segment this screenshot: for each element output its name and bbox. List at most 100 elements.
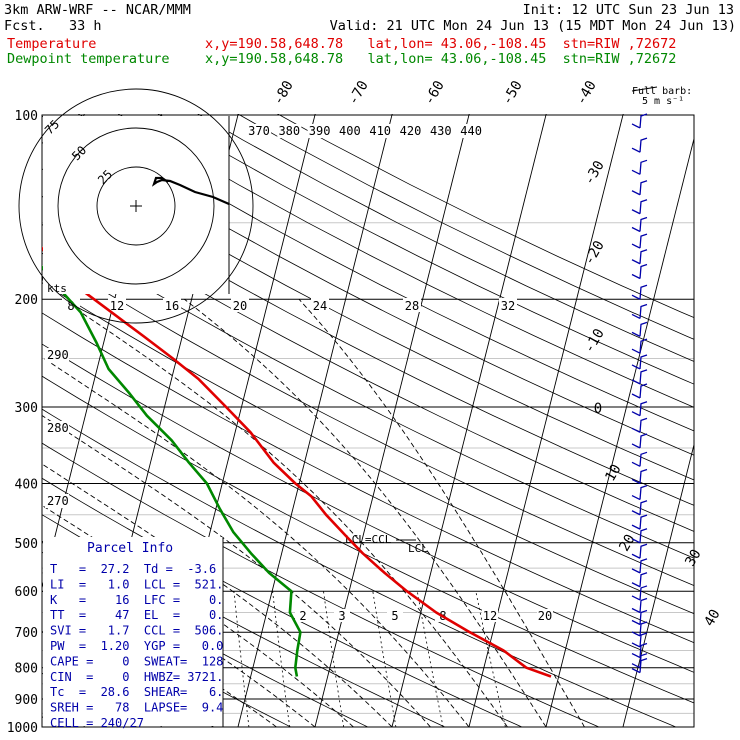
- wind-barb: [631, 597, 648, 614]
- model-title: 3km ARW-WRF -- NCAR/MMM: [4, 2, 191, 18]
- adiabat-label: 290: [47, 348, 69, 362]
- parcel-info-row: LI = 1.0 LCL = 521.: [50, 577, 223, 591]
- adiabat-label: 270: [47, 494, 69, 508]
- inset-tick-bg: [403, 298, 421, 312]
- isotherm-label: -40: [573, 78, 600, 108]
- wind-barb: [631, 321, 648, 337]
- isotherm-label: -70: [345, 78, 372, 108]
- inset-tick-label: 16: [165, 299, 179, 313]
- pressure-tick-label: 300: [15, 401, 38, 416]
- pressure-tick-label: 400: [15, 477, 38, 492]
- parcel-info-row: CIN = 0 HWBZ= 3721.: [50, 670, 223, 684]
- dry-adiabat-line: [42, 590, 292, 727]
- adiabat-label: 280: [47, 421, 69, 435]
- wind-barb: [631, 354, 648, 370]
- forecast-hour: Fcst. 33 h: [4, 18, 102, 34]
- wind-barb: [631, 543, 648, 559]
- wind-barb: [631, 284, 648, 300]
- inset-tick-label: 24: [313, 299, 327, 313]
- dry-adiabat-line: [42, 408, 677, 727]
- mixing-ratio-label-bg: [295, 609, 311, 622]
- dry-adiabat-line: [42, 168, 694, 506]
- wind-barb: [631, 137, 648, 153]
- init-time: Init: 12 UTC Sun 23 Jun 13: [522, 2, 734, 18]
- barb-legend-unit: 5 m s⁻¹: [642, 96, 684, 107]
- temperature-profile: [42, 246, 552, 678]
- adiabat-label-bg: [45, 421, 69, 435]
- wind-barbs-column: Full barb:5 m s⁻¹: [631, 86, 692, 674]
- theta-label-bg: [247, 124, 271, 138]
- inset-tick-label: 32: [501, 299, 515, 313]
- wind-barb: [631, 417, 648, 433]
- inset-tick-label: 8: [67, 299, 74, 313]
- wind-barb: [631, 451, 648, 467]
- mixing-ratio-label-bg: [334, 609, 350, 622]
- valid-time: Valid: 21 UTC Mon 24 Jun 13 (15 MDT Mon …: [329, 18, 736, 34]
- lcl-ccl-annotation: LCL=CCL: [345, 533, 392, 546]
- theta-label: 410: [369, 124, 391, 138]
- dry-adiabat-line: [277, 114, 694, 319]
- isotherm-label: -60: [421, 78, 448, 108]
- wind-barb: [631, 468, 648, 485]
- parcel-info-row: SREH = 78 LAPSE= 9.4: [50, 701, 223, 715]
- wind-barb: [631, 484, 648, 501]
- wind-barb: [631, 369, 648, 385]
- moist-adiabat-line: [42, 356, 470, 727]
- inset-tick-bg: [311, 298, 329, 312]
- inset-tick-bg: [163, 298, 181, 312]
- inset-tick-label: 28: [405, 299, 419, 313]
- isotherm-label: 0: [594, 401, 602, 417]
- mixing-ratio-label: 3: [338, 609, 345, 623]
- wind-barb: [631, 383, 648, 399]
- parcel-info-row: SVI = 1.7 CCL = 506.: [50, 624, 223, 638]
- dry-adiabat-line: [237, 114, 694, 340]
- moist-adiabat-line: [298, 298, 585, 727]
- temperature-location: x,y=190.58,648.78 lat,lon= 43.06,-108.45…: [205, 36, 677, 52]
- pressure-tick-label: 200: [15, 293, 38, 308]
- parcel-info-row: K = 16 LFC = 0.: [50, 593, 223, 607]
- parcel-info-row: CAPE = 0 SWEAT= 128: [50, 654, 223, 668]
- adiabat-label-bg: [45, 348, 69, 362]
- hodograph-ring: [96, 166, 176, 246]
- dry-adiabat-line: [42, 442, 600, 727]
- isotherm-label: -80: [270, 78, 297, 108]
- dry-adiabat-line: [42, 223, 694, 559]
- dry-adiabat-line: [117, 114, 694, 408]
- mixing-ratio-label: 2: [299, 609, 306, 623]
- isotherm-label: 40: [701, 607, 723, 630]
- isotherm-line: [545, 136, 694, 727]
- theta-label: 400: [339, 124, 361, 138]
- mixing-ratio-label: 12: [483, 609, 497, 623]
- adiabat-label-bg: [45, 494, 69, 508]
- wind-barb: [631, 199, 648, 215]
- isotherm-label: -50: [499, 78, 526, 108]
- wind-barb: [631, 500, 648, 516]
- wind-barb: [631, 216, 648, 233]
- wind-barb: [631, 401, 648, 417]
- mixing-ratio-label: 5: [391, 609, 398, 623]
- dry-adiabat-line: [42, 375, 694, 704]
- mixing-ratio-label-bg: [537, 609, 553, 622]
- temperature-legend: Temperature: [7, 36, 97, 52]
- wind-barb: [631, 514, 648, 530]
- parcel-panel-background: [43, 537, 223, 726]
- barb-legend-staff: [631, 86, 658, 92]
- barb-legend-label: Full barb:: [632, 86, 692, 97]
- theta-label-bg: [398, 124, 423, 138]
- theta-label-bg: [428, 124, 453, 138]
- wind-barb: [631, 609, 648, 626]
- sounding-profiles: [42, 246, 552, 678]
- dry-adiabat-line: [197, 114, 694, 362]
- theta-label: 380: [278, 124, 300, 138]
- isotherm-label: -30: [581, 158, 608, 188]
- wind-barb: [631, 433, 648, 449]
- parcel-info-row: TT = 47 EL = 0.: [50, 608, 223, 622]
- theta-label: 440: [460, 124, 482, 138]
- dewpoint-profile: [42, 265, 302, 677]
- wind-barb: [631, 658, 648, 674]
- wind-barb: [631, 642, 648, 659]
- dry-adiabat-line: [42, 312, 694, 644]
- dry-adiabat-line: [42, 252, 694, 586]
- wind-barb: [631, 159, 648, 175]
